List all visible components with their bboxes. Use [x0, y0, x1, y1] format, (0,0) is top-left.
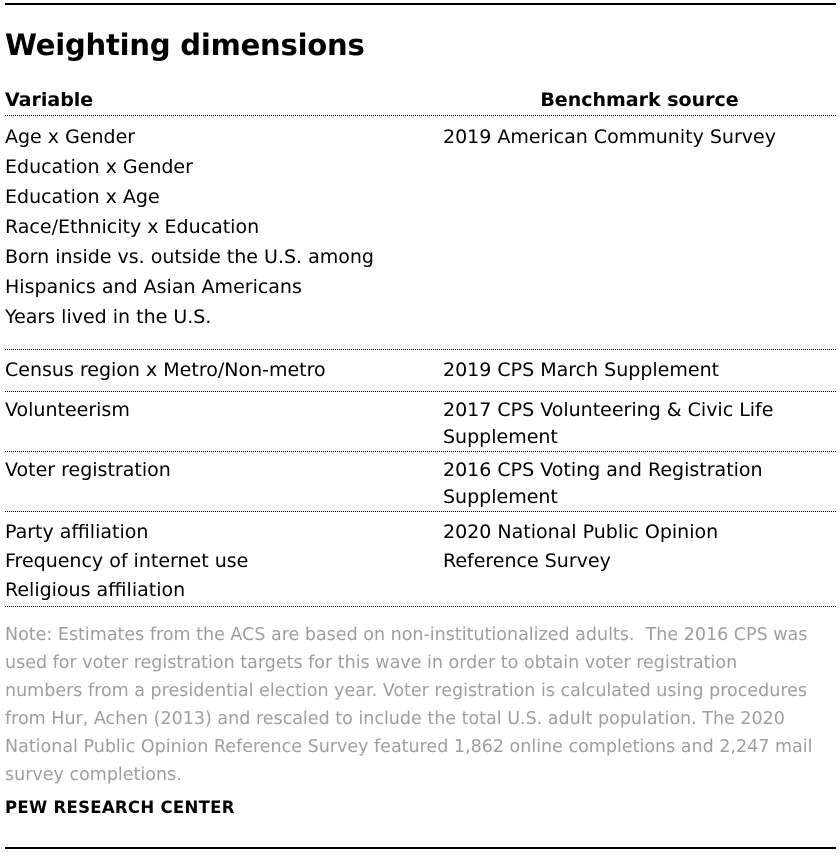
variable-label: Education x Age	[5, 186, 160, 208]
column-header-variable: Variable	[5, 89, 94, 111]
benchmark-source-label: 2019 CPS March Supplement	[443, 359, 720, 381]
variable-label: Frequency of internet use	[5, 550, 249, 572]
variable-label: Born inside vs. outside the U.S. among H…	[5, 246, 374, 298]
table-header-row: Variable Benchmark source	[5, 90, 836, 116]
top-rule	[5, 3, 836, 5]
note-text: Note: Estimates from the ACS are based o…	[5, 625, 819, 785]
table-row-census: Census region x Metro/Non-metro 2019 CPS…	[5, 350, 836, 392]
variable-label: Census region x Metro/Non-metro	[5, 359, 326, 381]
variable-label: Religious affiliation	[5, 579, 186, 601]
variable-label: Volunteerism	[5, 399, 130, 421]
variable-label: Years lived in the U.S.	[5, 306, 212, 328]
bottom-rule	[5, 847, 836, 849]
pew-research-center-brand: PEW RESEARCH CENTER	[5, 798, 235, 817]
table-row-acs: Age x Gender Education x Gender Educatio…	[5, 116, 836, 350]
table-row-npors: Party affiliation Frequency of internet …	[5, 512, 836, 607]
variable-cell: Party affiliation Frequency of internet …	[5, 518, 443, 605]
benchmark-source-label: 2016 CPS Voting and Registration Supplem…	[443, 459, 763, 508]
variable-cell: Volunteerism	[5, 397, 443, 451]
weighting-table: Variable Benchmark source Age x Gender E…	[5, 90, 836, 607]
variable-cell: Age x Gender Education x Gender Educatio…	[5, 122, 443, 332]
variable-cell: Voter registration	[5, 457, 443, 511]
variable-label: Race/Ethnicity x Education	[5, 216, 260, 238]
variable-label: Age x Gender	[5, 126, 136, 148]
table-row-voter-registration: Voter registration 2016 CPS Voting and R…	[5, 452, 836, 512]
column-header-benchmark-source: Benchmark source	[540, 89, 739, 111]
benchmark-source-label: 2019 American Community Survey	[443, 126, 776, 148]
table-row-volunteerism: Volunteerism 2017 CPS Volunteering & Civ…	[5, 392, 836, 452]
variable-label: Education x Gender	[5, 156, 193, 178]
page-title: Weighting dimensions	[5, 28, 365, 62]
variable-label: Voter registration	[5, 459, 171, 481]
variable-cell: Census region x Metro/Non-metro	[5, 356, 443, 384]
variable-label: Party affiliation	[5, 521, 149, 543]
benchmark-source-label: 2020 National Public Opinion Reference S…	[443, 521, 719, 572]
benchmark-source-label: 2017 CPS Volunteering & Civic Life Suppl…	[443, 399, 774, 448]
